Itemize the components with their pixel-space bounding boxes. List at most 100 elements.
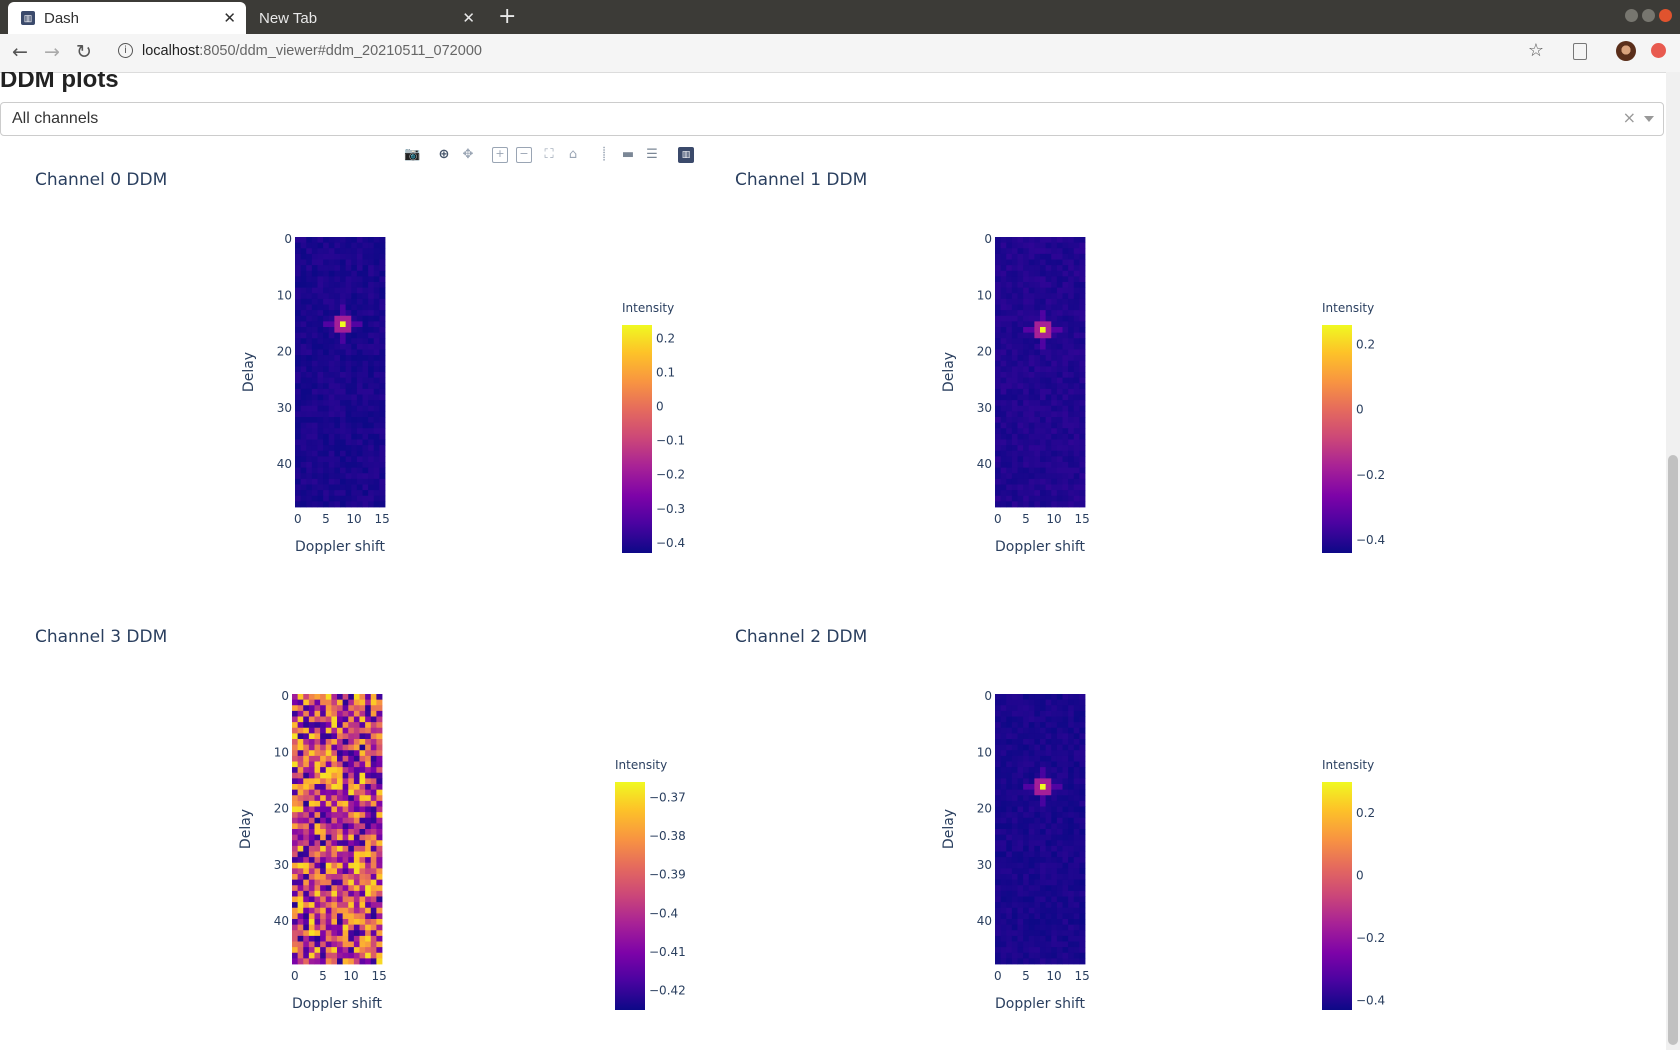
heatmap-cell (359, 694, 366, 701)
close-tab-icon[interactable]: ✕ (462, 10, 475, 27)
heatmap-cell (1045, 343, 1052, 350)
zoom-icon[interactable]: ⊕ (438, 147, 450, 162)
heatmap-cell (297, 699, 304, 706)
tab-new-tab[interactable]: New Tab ✕ (247, 2, 485, 34)
reload-icon[interactable]: ↻ (76, 41, 92, 63)
heatmap-cell (359, 885, 366, 892)
extension-red-icon[interactable] (1651, 43, 1666, 58)
heatmap-cell (300, 445, 307, 452)
heatmap-cell (311, 343, 318, 350)
heatmap-cell (1045, 501, 1052, 508)
heatmap-cell (1023, 445, 1030, 452)
channel-dropdown[interactable]: All channels × (0, 102, 1664, 136)
heatmap-cell (1034, 473, 1041, 480)
heatmap-cell (345, 490, 352, 497)
heatmap-cell (368, 473, 375, 480)
heatmap-cell (1023, 767, 1030, 774)
camera-icon[interactable]: 📷 (404, 147, 421, 162)
heatmap-cell (1000, 834, 1007, 841)
heatmap-cell (328, 355, 335, 362)
heatmap-cell (1045, 349, 1052, 356)
address-bar[interactable]: i localhost:8050/ddm_viewer#ddm_20210511… (114, 39, 1550, 65)
heatmap-cell (1045, 248, 1052, 255)
heatmap-cell (297, 874, 304, 881)
heatmap-cell (351, 467, 358, 474)
heatmap-cell (1073, 902, 1080, 909)
zoom-in-icon[interactable]: + (492, 147, 508, 163)
heatmap-cell (331, 817, 338, 824)
heatmap-cell (995, 450, 1002, 457)
heatmap-cell (1051, 383, 1058, 390)
heatmap-cell (1068, 913, 1075, 920)
heatmap-cell (348, 727, 355, 734)
back-arrow-icon[interactable]: ← (12, 41, 28, 63)
profile-avatar[interactable] (1616, 41, 1636, 61)
heatmap-cell (311, 332, 318, 339)
heatmap-cell (1000, 445, 1007, 452)
close-window-icon[interactable] (1659, 9, 1672, 22)
heatmap-cell (351, 450, 358, 457)
heatmap-cell (1079, 478, 1086, 485)
heatmap-cell (300, 490, 307, 497)
heatmap-cell (303, 823, 310, 830)
url-text[interactable]: localhost:8050/ddm_viewer#ddm_20210511_0… (142, 43, 482, 59)
pan-icon[interactable]: ✥ (462, 147, 474, 162)
heatmap-cell (1011, 433, 1018, 440)
clear-selection-icon[interactable]: × (1622, 108, 1636, 127)
heatmap-cell (342, 907, 349, 914)
bookmark-star-icon[interactable]: ☆ (1527, 40, 1544, 61)
autoscale-icon[interactable]: ⛶ (544, 147, 554, 162)
hover-compare-icon[interactable]: ☰ (646, 147, 658, 162)
vertical-scrollbar[interactable] (1666, 72, 1680, 1050)
heatmap-cell (320, 829, 327, 836)
tab-dash[interactable]: ▥ Dash ✕ (8, 2, 246, 34)
heatmap-cell (365, 935, 372, 942)
heatmap-cell (1056, 445, 1063, 452)
heatmap-cell (1056, 935, 1063, 942)
extension-document-icon[interactable] (1573, 43, 1587, 60)
heatmap-cell (314, 947, 321, 954)
heatmap-cell (373, 298, 380, 305)
maximize-window-icon[interactable] (1642, 9, 1655, 22)
heatmap-cell (1000, 919, 1007, 926)
new-tab-plus-icon[interactable]: + (498, 4, 517, 29)
heatmap-cell (331, 795, 338, 802)
heatmap-cell (1073, 761, 1080, 768)
hover-closest-icon[interactable]: ▬ (621, 147, 635, 162)
heatmap-cell (1040, 722, 1047, 729)
site-info-icon[interactable]: i (118, 43, 133, 58)
heatmap-cell (995, 907, 1002, 914)
forward-arrow-icon[interactable]: → (44, 41, 60, 63)
heatmap-cell (1068, 778, 1075, 785)
heatmap-cell (1034, 366, 1041, 373)
scrollbar-thumb[interactable] (1668, 455, 1678, 1045)
heatmap-cell (1040, 388, 1047, 395)
heatmap-cell (1011, 377, 1018, 384)
heatmap-cell (1068, 484, 1075, 491)
heatmap-cell (1017, 400, 1024, 407)
heatmap-cell (1073, 321, 1080, 328)
heatmap-cell (340, 343, 347, 350)
zoom-out-icon[interactable]: − (516, 147, 532, 163)
heatmap-cell (308, 727, 315, 734)
heatmap-cell (337, 744, 344, 751)
heatmap-cell (314, 761, 321, 768)
heatmap-cell (1073, 784, 1080, 791)
heatmap-cell (376, 941, 383, 948)
heatmap-cell (317, 450, 324, 457)
reset-axes-icon[interactable]: ⌂ (568, 147, 578, 162)
heatmap-cell (317, 445, 324, 452)
close-tab-icon[interactable]: ✕ (223, 10, 236, 27)
heatmap-cell (345, 287, 352, 294)
heatmap-cell (1017, 907, 1024, 914)
chevron-down-icon[interactable] (1644, 116, 1654, 122)
spike-lines-icon[interactable]: ⸽ (602, 147, 606, 162)
heatmap-cell (1056, 259, 1063, 266)
plotly-logo-icon[interactable]: ▥ (678, 147, 694, 163)
minimize-window-icon[interactable] (1625, 9, 1638, 22)
heatmap-cell (1011, 495, 1018, 502)
